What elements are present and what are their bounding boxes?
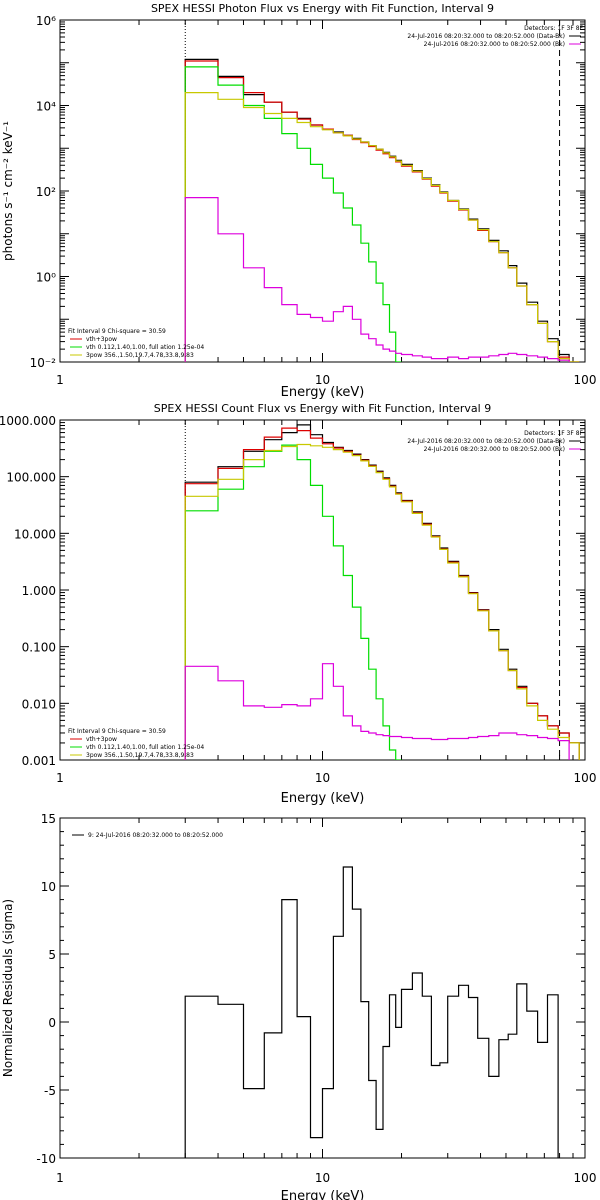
series-line-2	[184, 60, 580, 362]
x-tick-label: 1	[56, 373, 64, 387]
legend-detectors: Detectors: 1F 3F 8F	[524, 430, 583, 437]
x-tick-label: 10	[315, 373, 330, 387]
y-tick-label: 0.010	[22, 697, 56, 711]
x-tick-label: 10	[315, 1171, 330, 1185]
series-line-1	[184, 866, 559, 1158]
series-line-5	[184, 663, 570, 760]
x-tick-label: 1	[56, 771, 64, 785]
series-line-1	[184, 58, 580, 362]
y-tick-label: 0	[48, 1016, 56, 1030]
x-axis-label: Energy (keV)	[281, 1189, 365, 1200]
plot-frame	[59, 19, 586, 363]
x-axis-label: Energy (keV)	[281, 791, 365, 806]
legend-entry: vth+3pow	[86, 336, 117, 343]
y-tick-label: -5	[44, 1084, 56, 1098]
legend-entry: 24-Jul-2016 08:20:32.000 to 08:20:52.000…	[424, 41, 565, 48]
y-axis-label: Normalized Residuals (sigma)	[1, 899, 15, 1077]
chart-panel-2: SPEX HESSI Count Flux vs Energy with Fit…	[0, 402, 596, 806]
legend-entry: 24-Jul-2016 08:20:32.000 to 08:20:52.000…	[407, 33, 565, 40]
y-tick-label: 15	[41, 812, 56, 826]
y-axis-label: photons s⁻¹ cm⁻² keV⁻¹	[1, 121, 15, 261]
y-tick-label: 0.001	[22, 754, 56, 768]
legend-entry: 3pow 356.,1.50,19.7,4.78,33.8,9.83	[86, 752, 194, 759]
y-tick-label: 100.000	[6, 471, 56, 485]
y-tick-label: 10.000	[14, 527, 56, 541]
legend-entry: 24-Jul-2016 08:20:32.000 to 08:20:52.000…	[407, 438, 565, 445]
legend-entry: vth 0.112,1.40,1.00, full ation 1.25e-04	[86, 344, 204, 351]
y-tick-label: 10	[41, 880, 56, 894]
legend-entry: vth+3pow	[86, 736, 117, 743]
chart-title: SPEX HESSI Count Flux vs Energy with Fit…	[154, 402, 491, 415]
series-line-1	[184, 424, 580, 760]
y-tick-label: 10²	[36, 185, 56, 199]
chart-panel-1: SPEX HESSI Photon Flux vs Energy with Fi…	[1, 2, 596, 400]
series-line-5	[184, 197, 570, 362]
y-tick-label: 0.100	[22, 641, 56, 655]
series-line-2	[184, 427, 580, 760]
x-tick-label: 100	[574, 1171, 597, 1185]
legend-fit-header: Fit Interval 9 Chi-square = 30.59	[68, 328, 166, 335]
chart-panel-3: Energy (keV) Normalized Residuals (sigma)…	[1, 812, 596, 1200]
x-tick-label: 100	[574, 771, 597, 785]
legend-entry: 3pow 356.,1.50,19.7,4.78,33.8,9.83	[86, 352, 194, 359]
y-tick-label: 1000.000	[0, 414, 56, 428]
plot-frame	[59, 419, 586, 761]
series-line-3	[184, 66, 402, 362]
y-tick-label: -10	[36, 1152, 56, 1166]
y-tick-label: 10⁻²	[30, 356, 57, 370]
x-tick-label: 10	[315, 771, 330, 785]
x-tick-label: 100	[574, 373, 597, 387]
legend-entry: 9: 24-Jul-2016 08:20:32.000 to 08:20:52.…	[88, 832, 223, 839]
y-tick-label: 10⁰	[36, 271, 56, 285]
legend-fit-header: Fit Interval 9 Chi-square = 30.59	[68, 728, 166, 735]
y-tick-label: 1.000	[22, 584, 56, 598]
y-tick-label: 5	[48, 948, 56, 962]
series-line-4	[184, 443, 580, 760]
y-tick-label: 10⁶	[36, 14, 56, 28]
x-tick-label: 1	[56, 1171, 64, 1185]
x-axis-label: Energy (keV)	[281, 385, 365, 400]
chart-title: SPEX HESSI Photon Flux vs Energy with Fi…	[151, 2, 494, 15]
y-tick-label: 10⁴	[36, 100, 56, 114]
legend-entry: 24-Jul-2016 08:20:32.000 to 08:20:52.000…	[424, 446, 565, 453]
legend-detectors: Detectors: 1F 3F 8F	[524, 25, 583, 32]
series-line-3	[184, 444, 402, 760]
legend-entry: vth 0.112,1.40,1.00, full ation 1.25e-04	[86, 744, 204, 751]
series-line-4	[184, 92, 580, 362]
